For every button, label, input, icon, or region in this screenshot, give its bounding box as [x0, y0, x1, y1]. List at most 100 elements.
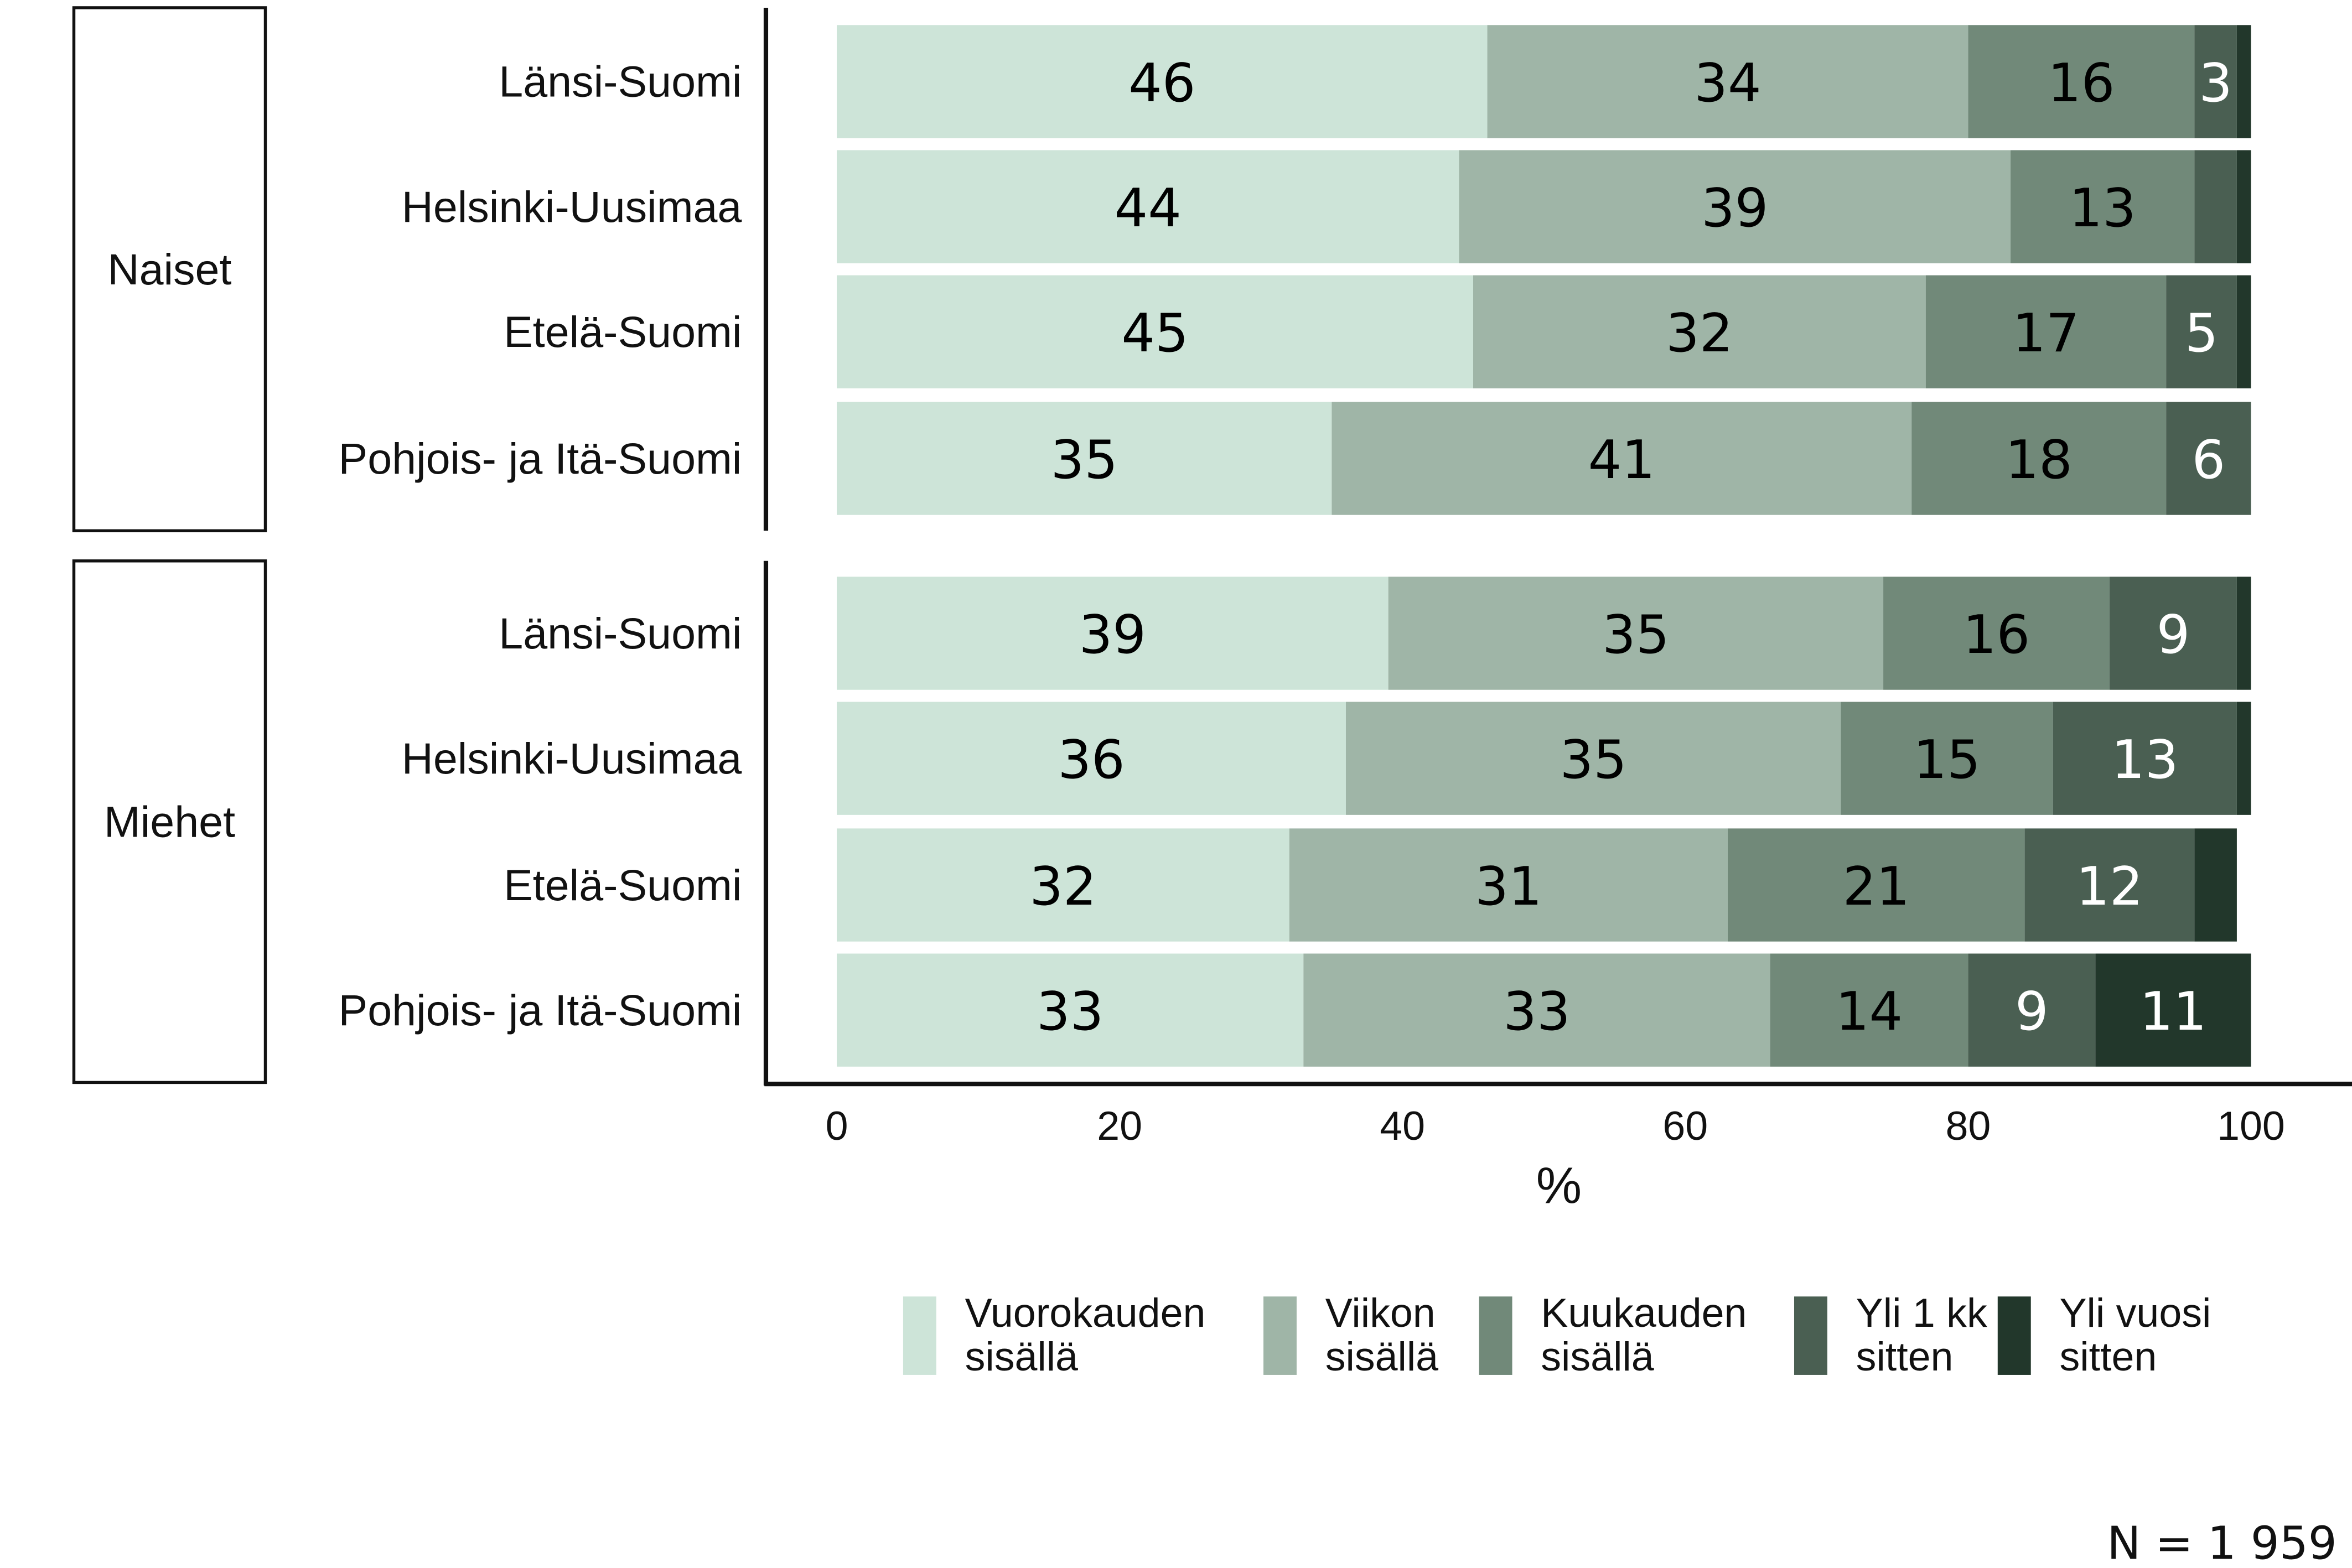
- bar-segment: [837, 828, 1289, 942]
- data-label: 32: [1666, 303, 1733, 364]
- data-label: 13: [2069, 178, 2136, 239]
- bar-segment: [1925, 275, 2167, 388]
- legend-label: Vuorokauden sisällä: [965, 1290, 1206, 1379]
- legend-label: Kuukauden sisällä: [1541, 1290, 1747, 1379]
- data-label: 15: [1913, 729, 1980, 791]
- bar-segment: [1332, 402, 1912, 515]
- bar-segment: [1770, 953, 1968, 1067]
- group-box-naiset: [72, 6, 267, 533]
- data-label: 16: [2048, 53, 2115, 114]
- bar-segment: [2166, 275, 2237, 388]
- bar-segment: [837, 275, 1473, 388]
- bar-segment: [1487, 25, 1968, 138]
- data-label: 12: [2076, 856, 2143, 917]
- data-label: 46: [1128, 53, 1195, 114]
- bar-segment: [1968, 25, 2195, 138]
- bar-segment: [837, 402, 1332, 515]
- data-label: 13: [2111, 729, 2178, 791]
- data-label: 9: [2157, 604, 2190, 666]
- legend-swatch: [1263, 1296, 1297, 1375]
- bar-segment: [1727, 828, 2025, 942]
- group-box-miehet: [72, 559, 267, 1084]
- bar-segment: [1968, 953, 2096, 1067]
- bar-segment: [2011, 150, 2195, 263]
- bar-segment: [2053, 702, 2237, 815]
- bar-segment: [1303, 953, 1770, 1067]
- category-label: Länsi-Suomi: [499, 57, 742, 106]
- sample-size-note: N = 1 959: [2107, 1517, 2337, 1568]
- legend-swatch: [903, 1296, 936, 1375]
- bar-segment: [1473, 275, 1926, 388]
- category-label: Helsinki-Uusimaa: [402, 734, 742, 783]
- x-tick-label: 0: [826, 1103, 848, 1149]
- bar-segment: [1345, 702, 1841, 815]
- group-label: Naiset: [108, 245, 232, 294]
- data-label: 36: [1058, 729, 1125, 791]
- data-label: 33: [1503, 981, 1570, 1042]
- data-label: 9: [2015, 981, 2049, 1042]
- category-label: Helsinki-Uusimaa: [402, 182, 742, 231]
- bar-segment: [837, 150, 1459, 263]
- bar-segment: [837, 953, 1304, 1067]
- bar-segment: [1459, 150, 2011, 263]
- legend-swatch: [1794, 1296, 1827, 1375]
- data-label: 35: [1560, 729, 1627, 791]
- bar-segment: [2194, 25, 2237, 138]
- x-tick-label: 60: [1662, 1103, 1708, 1149]
- data-label: 11: [2139, 981, 2206, 1042]
- bar-segment: [2236, 150, 2251, 263]
- legend-label: Yli 1 kk sitten: [1856, 1290, 1987, 1379]
- data-label: 21: [1843, 856, 1910, 917]
- data-label: 33: [1037, 981, 1104, 1042]
- bar-segment: [2024, 828, 2195, 942]
- data-label: 31: [1475, 856, 1542, 917]
- x-tick-label: 100: [2217, 1103, 2285, 1149]
- data-label: 39: [1701, 178, 1768, 239]
- data-label: 44: [1115, 178, 1182, 239]
- bar-segment: [1911, 402, 2167, 515]
- bar-segment: [1289, 828, 1728, 942]
- group-label: Miehet: [104, 797, 235, 846]
- category-label: Länsi-Suomi: [499, 609, 742, 658]
- bar-segment: [837, 577, 1389, 690]
- bar-segment: [1883, 577, 2110, 690]
- bar-segment: [2194, 150, 2237, 263]
- data-label: 34: [1694, 53, 1761, 114]
- bar-segment: [2236, 577, 2251, 690]
- bar-segment: [837, 25, 1488, 138]
- category-label: Pohjois- ja Itä-Suomi: [339, 985, 742, 1035]
- data-label: 16: [1963, 604, 2030, 666]
- bar-segment: [2095, 953, 2251, 1067]
- data-label: 3: [2199, 53, 2232, 114]
- category-label: Etelä-Suomi: [504, 307, 742, 356]
- data-label: 17: [2012, 303, 2079, 364]
- data-label: 6: [2192, 429, 2225, 491]
- data-label: 32: [1029, 856, 1096, 917]
- bar-segment: [2109, 577, 2237, 690]
- x-axis-label: %: [1536, 1156, 1582, 1214]
- bar-segment: [1841, 702, 2053, 815]
- x-tick-label: 20: [1097, 1103, 1142, 1149]
- data-label: 5: [2185, 303, 2219, 364]
- data-label: 35: [1051, 429, 1118, 491]
- bar-segment: [1388, 577, 1884, 690]
- legend-swatch: [1997, 1296, 2031, 1375]
- x-tick-label: 80: [1945, 1103, 1991, 1149]
- bar-segment: [2236, 702, 2251, 815]
- category-label: Etelä-Suomi: [504, 860, 742, 910]
- data-label: 39: [1079, 604, 1146, 666]
- bar-segment: [2166, 402, 2251, 515]
- data-label: 18: [2005, 429, 2072, 491]
- data-label: 41: [1588, 429, 1655, 491]
- legend-label: Yli vuosi sitten: [2059, 1290, 2211, 1379]
- data-label: 35: [1602, 604, 1669, 666]
- bar-segment: [2194, 828, 2237, 942]
- legend-label: Viikon sisällä: [1325, 1290, 1438, 1379]
- bar-segment: [2236, 275, 2251, 388]
- x-tick-label: 40: [1380, 1103, 1425, 1149]
- category-label: Pohjois- ja Itä-Suomi: [339, 434, 742, 483]
- data-label: 14: [1836, 981, 1903, 1042]
- bar-segment: [2236, 25, 2251, 138]
- bar-segment: [837, 702, 1346, 815]
